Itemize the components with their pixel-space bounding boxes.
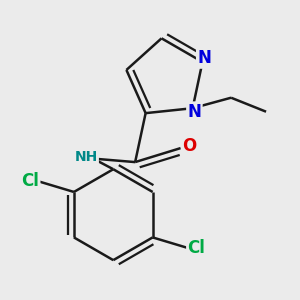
- Text: N: N: [197, 50, 211, 68]
- Text: NH: NH: [75, 150, 98, 164]
- Text: Cl: Cl: [21, 172, 39, 190]
- Text: Cl: Cl: [188, 239, 205, 257]
- Text: O: O: [182, 137, 196, 155]
- Text: N: N: [188, 103, 201, 121]
